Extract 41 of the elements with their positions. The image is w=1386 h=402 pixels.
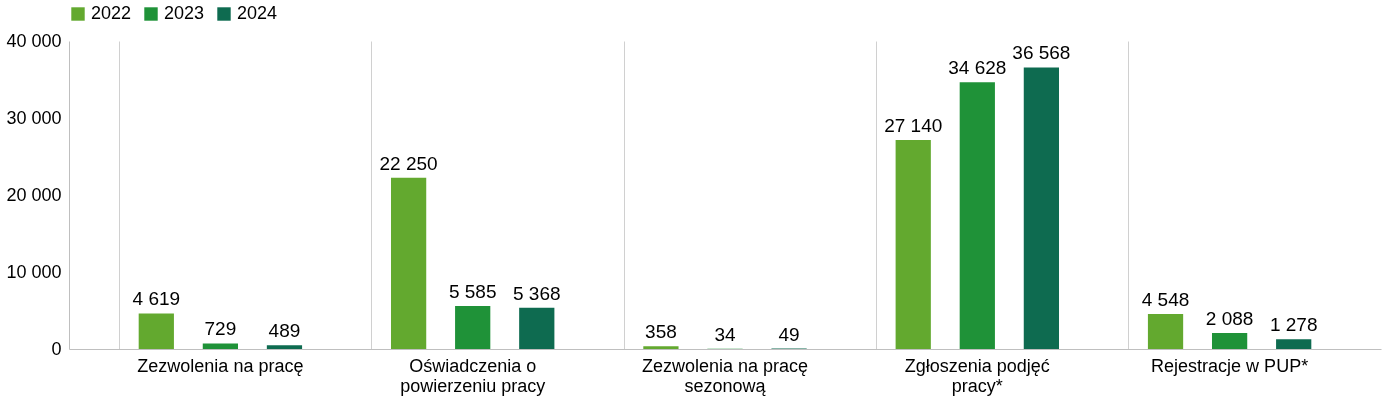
bar	[1211, 332, 1248, 349]
bar	[895, 140, 931, 349]
bar	[266, 345, 303, 349]
bar	[519, 307, 555, 349]
data-label: 2 088	[1205, 307, 1254, 329]
data-label: 34	[714, 323, 736, 345]
y-tick-label: 0	[51, 338, 62, 359]
y-tick-label: 20 000	[6, 184, 62, 205]
data-label: 489	[268, 320, 301, 342]
legend-label: 2024	[237, 3, 278, 23]
data-label: 4 548	[1141, 288, 1190, 310]
bar	[202, 343, 239, 349]
legend-label: 2023	[164, 3, 205, 23]
x-tick-label: Zezwolenia na pracę	[137, 355, 304, 376]
x-tick-label: Oświadczenia o powierzeniu pracy	[400, 355, 546, 396]
bar	[390, 177, 427, 349]
bar	[643, 346, 679, 349]
data-label: 36 568	[1012, 42, 1071, 64]
x-tick-label: Zgłoszenia podjęć pracy*	[904, 355, 1050, 396]
bar	[959, 82, 995, 349]
data-label: 34 628	[948, 57, 1007, 79]
bar	[1276, 339, 1312, 349]
data-label: 22 250	[379, 152, 438, 174]
data-label: 27 140	[884, 115, 943, 137]
data-label: 49	[778, 323, 800, 345]
data-label: 5 368	[513, 282, 561, 304]
data-label: 4 619	[132, 288, 181, 310]
data-label: 729	[204, 318, 237, 340]
y-tick-label: 30 000	[6, 107, 62, 128]
data-label: 5 585	[448, 281, 497, 302]
legend-label: 2022	[91, 3, 132, 23]
y-tick-label: 40 000	[6, 30, 62, 51]
x-tick-label: Zezwolenia na pracę sezonową	[641, 355, 809, 396]
bar	[1147, 313, 1184, 349]
bar	[455, 306, 491, 349]
bar	[1023, 67, 1060, 349]
x-tick-label: Rejestracje w PUP*	[1151, 355, 1309, 376]
data-label: 1 278	[1269, 314, 1318, 336]
bar	[138, 313, 174, 349]
y-tick-label: 10 000	[6, 261, 62, 282]
data-label: 358	[645, 321, 677, 343]
